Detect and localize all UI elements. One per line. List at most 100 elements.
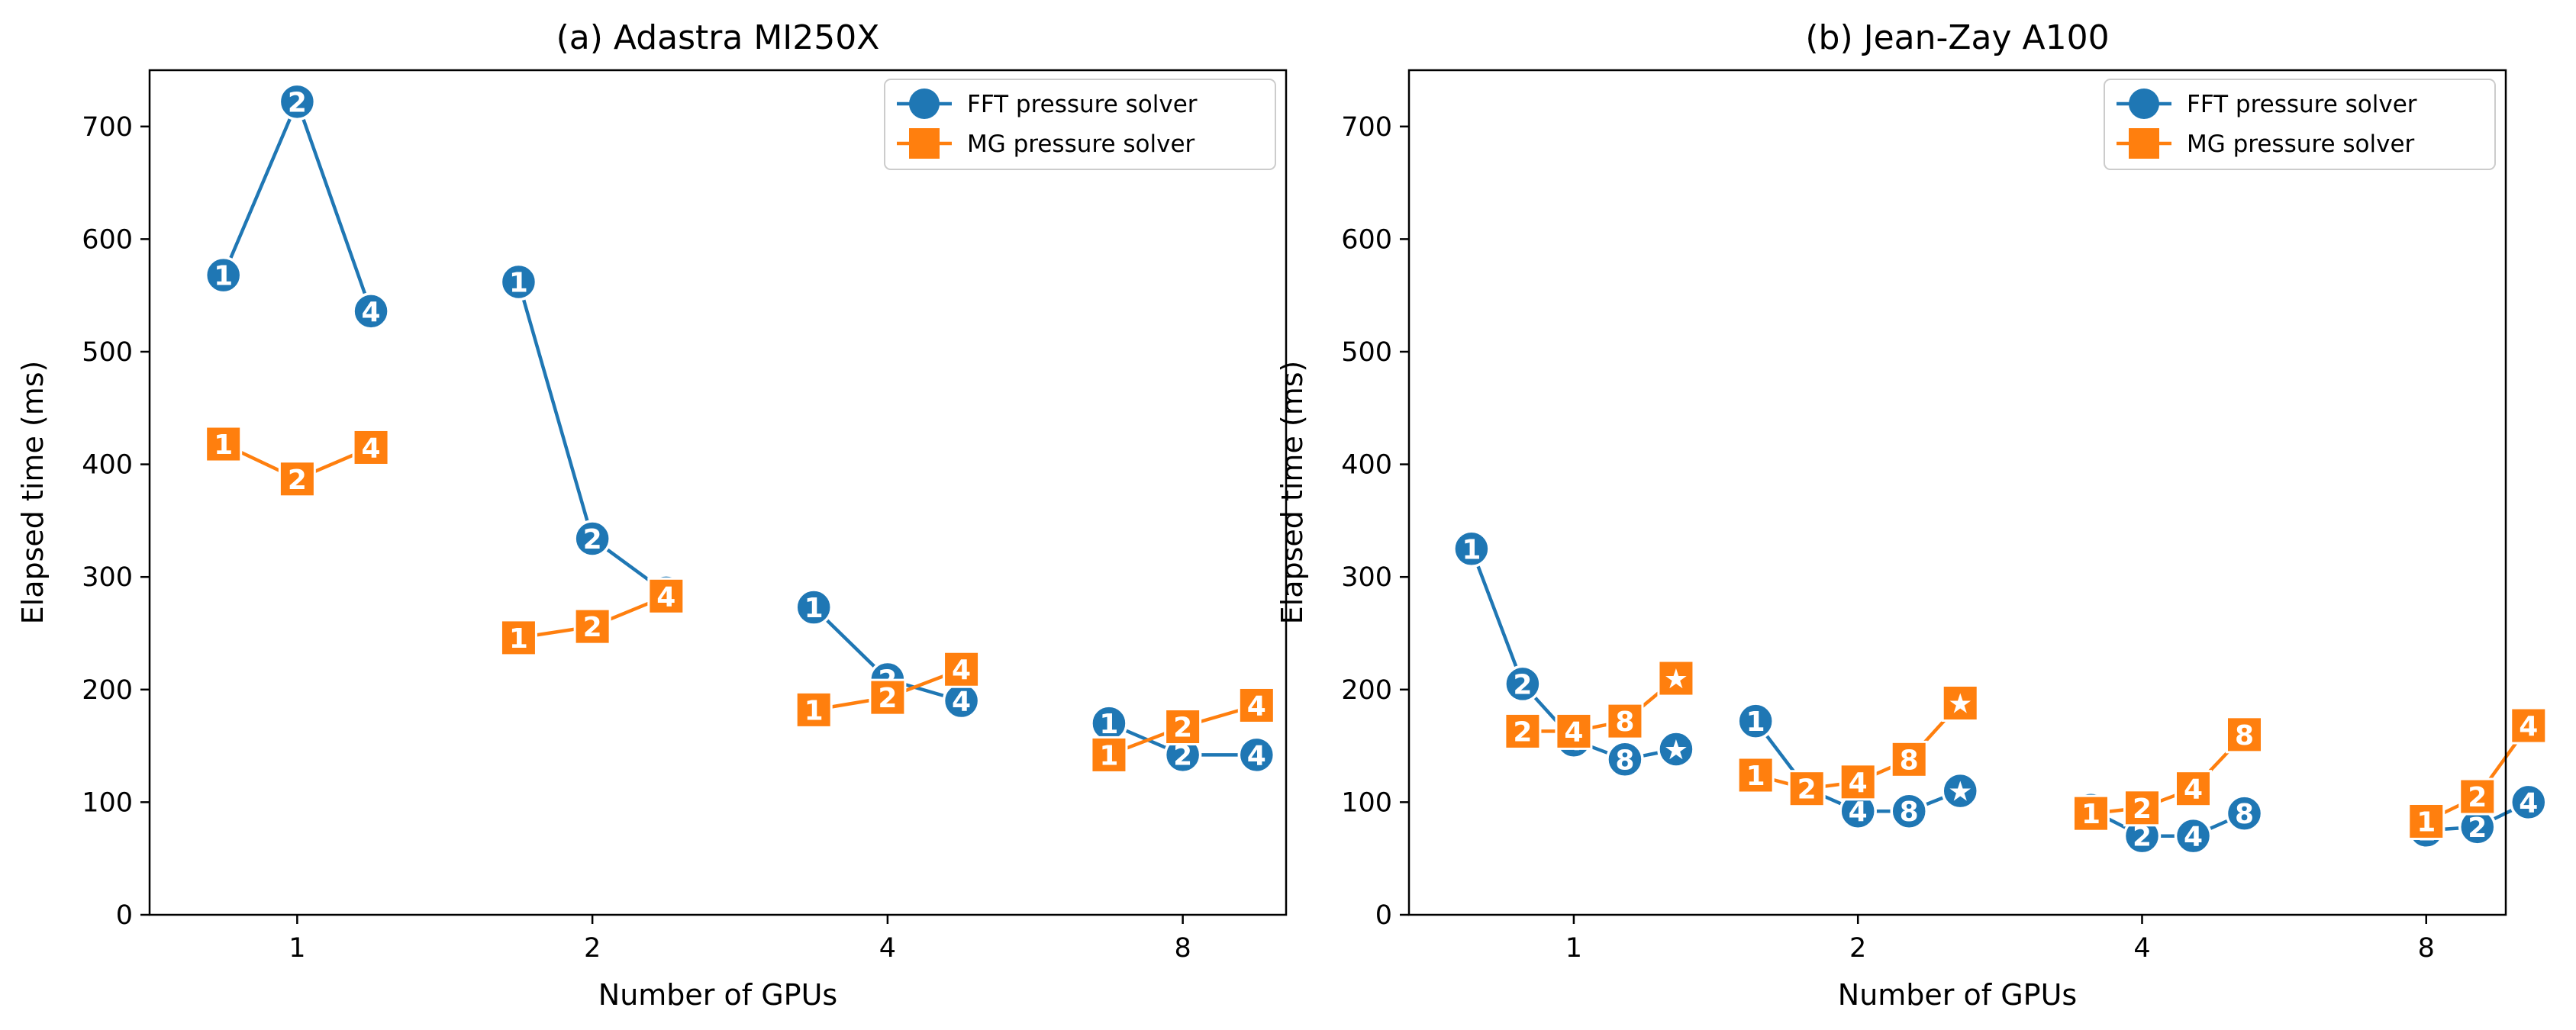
data-label: 2 bbox=[583, 524, 602, 555]
x-tick-label: 8 bbox=[1174, 933, 1191, 964]
data-label: 1 bbox=[804, 593, 824, 624]
y-tick-label: 300 bbox=[1341, 562, 1392, 593]
legend: FFT pressure solver MG pressure solver bbox=[884, 79, 1276, 170]
data-label: 2 bbox=[2133, 822, 2152, 853]
data-point bbox=[2407, 802, 2445, 840]
data-label: ★ bbox=[1948, 777, 1972, 808]
y-tick-label: 600 bbox=[82, 224, 133, 255]
series-mg: 1 2 4 1 2 4 1 2 4 1 2 4 bbox=[205, 425, 1275, 774]
data-point bbox=[573, 520, 611, 558]
data-label: 1 bbox=[509, 623, 528, 655]
data-label: 4 bbox=[952, 655, 971, 686]
legend-label: FFT pressure solver bbox=[967, 91, 1198, 118]
y-tick-label: 0 bbox=[116, 900, 133, 931]
data-point bbox=[499, 619, 537, 657]
series-line bbox=[221, 100, 373, 312]
data-label: 2 bbox=[1797, 774, 1817, 806]
data-point bbox=[795, 588, 833, 626]
y-axis-label: Elapsed time (ms) bbox=[16, 361, 50, 625]
data-label: 4 bbox=[2519, 711, 2538, 742]
legend-marker bbox=[909, 89, 940, 119]
data-point bbox=[647, 577, 685, 615]
data-label: 1 bbox=[1462, 534, 1481, 565]
data-point bbox=[2510, 707, 2548, 745]
data-point bbox=[2123, 789, 2161, 827]
data-point bbox=[1657, 659, 1695, 697]
data-label: 1 bbox=[2416, 806, 2436, 838]
y-tick-label: 700 bbox=[1341, 112, 1392, 143]
series-fft: 1 2 4 1 2 4 1 2 4 1 2 4 bbox=[204, 82, 1276, 774]
data-label: 1 bbox=[509, 267, 528, 298]
data-label: 2 bbox=[2468, 813, 2487, 844]
data-label: 1 bbox=[214, 430, 233, 461]
data-point bbox=[352, 428, 390, 466]
legend: FFT pressure solver MG pressure solver bbox=[2104, 79, 2496, 170]
chart-title: (a) Adastra MI250X bbox=[556, 18, 880, 57]
x-tick-label: 2 bbox=[1849, 933, 1866, 964]
data-label: 8 bbox=[1615, 707, 1634, 738]
data-label: 1 bbox=[1746, 761, 1765, 792]
y-tick-label: 100 bbox=[82, 787, 133, 818]
series-line bbox=[2090, 808, 2246, 838]
x-axis-label: Number of GPUs bbox=[598, 978, 837, 1012]
data-label: 2 bbox=[288, 87, 307, 118]
data-label: 8 bbox=[1615, 745, 1634, 776]
data-label: 4 bbox=[1564, 716, 1583, 748]
data-point bbox=[1890, 740, 1928, 778]
y-tick-label: 600 bbox=[1341, 224, 1392, 255]
legend-label: MG pressure solver bbox=[967, 130, 1195, 158]
data-point bbox=[2225, 794, 2264, 832]
data-label: 2 bbox=[2468, 782, 2487, 813]
x-tick-label: 1 bbox=[289, 933, 305, 964]
data-label: 2 bbox=[878, 683, 897, 714]
data-point bbox=[1452, 529, 1491, 568]
legend-marker bbox=[2129, 89, 2159, 119]
data-label: 4 bbox=[2519, 787, 2538, 819]
data-point bbox=[2226, 716, 2264, 754]
data-point bbox=[1941, 684, 1979, 723]
data-point bbox=[1606, 740, 1644, 779]
data-label: 4 bbox=[1849, 768, 1868, 799]
x-tick-label: 1 bbox=[1565, 933, 1582, 964]
x-tick-label: 2 bbox=[584, 933, 601, 964]
data-label: 4 bbox=[1247, 690, 1266, 722]
data-point bbox=[1237, 686, 1275, 724]
plot-frame bbox=[1407, 69, 2507, 916]
data-point bbox=[943, 650, 981, 688]
data-point bbox=[869, 678, 907, 716]
data-point bbox=[1736, 702, 1775, 740]
legend-marker bbox=[2129, 128, 2159, 159]
y-tick-label: 400 bbox=[1341, 450, 1392, 481]
data-point bbox=[1890, 792, 1928, 830]
data-label: 2 bbox=[2133, 793, 2152, 825]
data-point bbox=[1504, 712, 1542, 750]
data-label: 4 bbox=[362, 433, 381, 464]
legend-label: MG pressure solver bbox=[2187, 130, 2415, 158]
data-point bbox=[205, 425, 243, 463]
y-tick-label: 0 bbox=[1375, 900, 1392, 931]
data-label: ★ bbox=[1948, 689, 1972, 720]
series-line bbox=[2091, 733, 2246, 816]
data-point bbox=[2510, 783, 2548, 822]
data-label: 2 bbox=[1173, 713, 1192, 744]
data-point bbox=[1164, 708, 1202, 746]
chart-title: (b) Jean-Zay A100 bbox=[1805, 18, 2109, 57]
data-point bbox=[1090, 735, 1128, 774]
y-tick-label: 100 bbox=[1341, 787, 1392, 818]
y-tick-label: 500 bbox=[82, 337, 133, 368]
data-label: 1 bbox=[1099, 740, 1118, 771]
y-tick-label: 400 bbox=[82, 450, 133, 481]
data-label: 2 bbox=[583, 612, 602, 643]
data-point bbox=[1839, 763, 1877, 801]
data-point bbox=[2458, 777, 2497, 816]
data-point bbox=[2071, 794, 2110, 832]
data-label: 1 bbox=[2081, 799, 2100, 830]
legend-label: FFT pressure solver bbox=[2187, 91, 2417, 118]
x-tick-label: 4 bbox=[879, 933, 896, 964]
data-point bbox=[278, 82, 317, 121]
y-tick-label: 700 bbox=[82, 112, 133, 143]
y-tick-label: 200 bbox=[82, 675, 133, 706]
data-label: 4 bbox=[1849, 797, 1868, 828]
